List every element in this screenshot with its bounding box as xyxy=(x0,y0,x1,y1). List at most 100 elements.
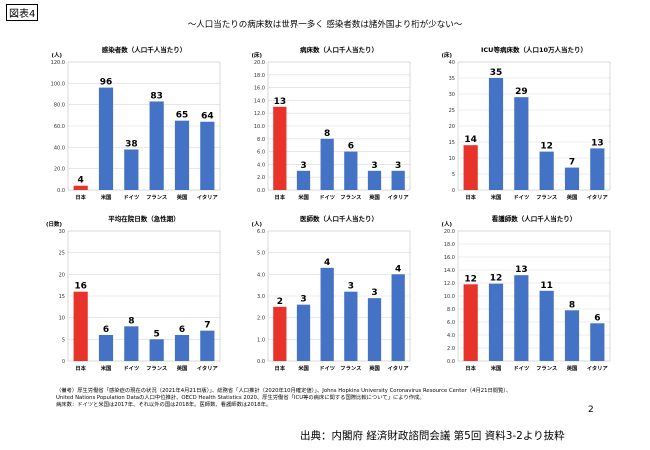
x-tick-label: 米国 xyxy=(101,193,112,201)
x-tick-label: フランス xyxy=(340,365,361,372)
x-tick-label: 日本 xyxy=(465,364,476,372)
y-tick-label: 15 xyxy=(59,294,65,300)
bar xyxy=(124,326,139,361)
y-tick-label: 8.0 xyxy=(447,307,455,313)
data-label: 13 xyxy=(515,265,528,275)
data-label: 8 xyxy=(324,129,330,139)
footnote-line: 病床数：ドイツと米国は2017年、それ以外の国は2018年。医師数、看護師数は2… xyxy=(56,402,272,409)
x-tick-label: 米国 xyxy=(491,364,502,372)
y-tick-label: 5.0 xyxy=(257,251,265,257)
chart-title: 病床数（人口千人当たり） xyxy=(300,45,378,54)
chart-length-of-stay: 平均在院日数（急性期） (日数) 0 5 10 15 20 25 30 16 日本 6 米国 8 ドイツ 5 フ… xyxy=(46,214,221,372)
y-tick-label: 14.0 xyxy=(444,268,455,274)
y-tick-label: 120.0 xyxy=(51,60,65,66)
x-tick-label: イタリア xyxy=(587,193,609,201)
y-tick-label: 35 xyxy=(449,76,455,82)
data-label: 3 xyxy=(348,282,354,292)
data-label: 5 xyxy=(154,329,160,339)
x-tick-label: イタリア xyxy=(197,364,219,372)
y-tick-label: 0 xyxy=(452,188,455,194)
y-tick-label: 30 xyxy=(59,229,65,235)
x-tick-label: 日本 xyxy=(275,364,286,372)
x-tick-label: 米国 xyxy=(298,364,309,372)
y-tick-label: 0.0 xyxy=(257,359,265,365)
data-label: 65 xyxy=(176,111,189,121)
chart-infections: 感染者数（人口千人当たり） (人) 0.0 20.0 40.0 60.0 80.0 100.0… xyxy=(51,45,221,201)
y-tick-label: 16.0 xyxy=(444,255,455,261)
y-tick-label: 6.0 xyxy=(257,150,265,156)
chart-doctors: 医師数（人口千人当たり） (人) 0.0 1.0 2.0 3.0 4.0 5.0 6.0 2 日本 3… xyxy=(251,214,411,372)
footnote: （備考）厚生労働省「感染症の現在の状況（2021年4月21日版）」、総務省「人口… xyxy=(56,388,616,410)
bar xyxy=(98,335,114,361)
chart-title: 感染者数（人口千人当たり） xyxy=(102,45,187,54)
data-label: 16 xyxy=(74,282,87,292)
data-label: 4 xyxy=(395,264,401,274)
x-tick-label: ドイツ xyxy=(513,365,529,372)
bar xyxy=(463,145,478,190)
x-tick-label: 日本 xyxy=(275,193,286,201)
data-label: 4 xyxy=(324,258,330,268)
y-tick-label: 3.0 xyxy=(257,294,265,300)
x-tick-label: フランス xyxy=(536,194,557,201)
bar xyxy=(539,151,554,190)
data-label: 4 xyxy=(78,176,84,186)
y-tick-label: 6.0 xyxy=(257,229,265,235)
data-label: 12 xyxy=(490,274,503,284)
data-label: 6 xyxy=(348,142,354,152)
bar xyxy=(296,304,311,361)
data-label: 8 xyxy=(569,300,575,310)
bar xyxy=(320,138,334,190)
data-label: 14 xyxy=(464,135,477,145)
y-tick-label: 100.0 xyxy=(51,81,65,87)
x-tick-label: ドイツ xyxy=(123,194,139,201)
bar xyxy=(73,291,88,361)
bar xyxy=(463,284,478,361)
y-tick-label: 5 xyxy=(452,172,455,178)
x-tick-label: フランス xyxy=(536,365,557,372)
y-unit-label: (人) xyxy=(251,220,262,228)
x-tick-label: ドイツ xyxy=(319,194,335,201)
data-label: 3 xyxy=(300,161,306,171)
y-tick-label: 4.0 xyxy=(257,272,265,278)
y-tick-label: 12.0 xyxy=(444,281,455,287)
x-tick-label: フランス xyxy=(146,365,167,372)
footnote-line: （備考）厚生労働省「感染症の現在の状況（2021年4月21日版）」、総務省「人口… xyxy=(56,388,512,394)
x-tick-label: 日本 xyxy=(75,364,86,372)
bar xyxy=(564,310,580,361)
x-tick-label: フランス xyxy=(146,194,167,201)
bar xyxy=(391,274,405,361)
bar xyxy=(488,283,504,361)
bar xyxy=(200,121,215,190)
bar xyxy=(514,97,529,190)
x-tick-label: イタリア xyxy=(197,193,219,201)
y-tick-label: 10.0 xyxy=(254,124,265,130)
y-tick-label: 14.0 xyxy=(254,98,265,104)
data-label: 3 xyxy=(371,161,377,171)
y-tick-label: 15 xyxy=(449,140,455,146)
y-tick-label: 20.0 xyxy=(54,167,65,173)
data-label: 12 xyxy=(464,274,477,284)
x-tick-label: ドイツ xyxy=(319,365,335,372)
y-tick-label: 18.0 xyxy=(444,242,455,248)
x-tick-label: 英国 xyxy=(567,364,578,372)
data-label: 38 xyxy=(125,139,138,149)
data-label: 8 xyxy=(128,316,134,326)
data-label: 6 xyxy=(594,313,600,323)
data-label: 3 xyxy=(371,288,377,298)
data-label: 12 xyxy=(540,142,553,152)
chart-nurses: 看護師数（人口千人当たり） (人) 0.0 2.0 4.0 6.0 8.0 10.0 12.0 1… xyxy=(441,214,611,372)
y-tick-label: 2.0 xyxy=(447,346,455,352)
bar xyxy=(124,149,139,190)
footnote-line: United Nations Population Dataの人口中位推計、OE… xyxy=(56,395,425,402)
bar xyxy=(344,291,358,361)
y-tick-label: 20 xyxy=(449,124,455,130)
chart-icu-beds: ICU等病床数（人口10万人当たり） (床) 0 5 10 15 20 25 30 35 40 14 日… xyxy=(441,45,611,201)
bar xyxy=(273,306,287,361)
x-tick-label: 日本 xyxy=(465,193,476,201)
bar xyxy=(273,106,287,190)
source-credit: 出典：内閣府 経済財政諮問会議 第5回 資料3-2より抜粋 xyxy=(300,430,565,442)
y-tick-label: 20 xyxy=(59,272,65,278)
bar xyxy=(367,170,382,190)
y-tick-label: 80.0 xyxy=(54,103,65,109)
y-unit-label: (床) xyxy=(441,51,452,59)
